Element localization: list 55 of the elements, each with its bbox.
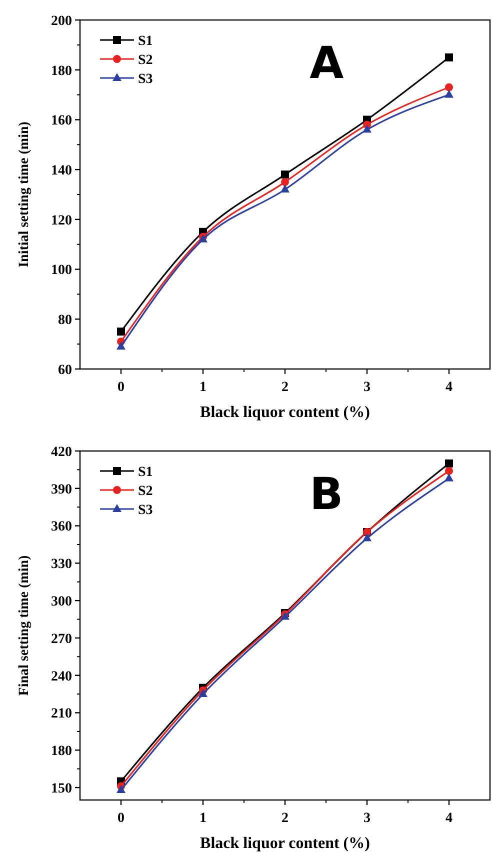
y-tick-label: 180 — [51, 744, 72, 760]
point — [445, 53, 453, 62]
point — [116, 785, 126, 794]
legend-label: S1 — [138, 464, 153, 480]
x-axis-title: Black liquor content (%) — [200, 404, 370, 421]
y-tick-label: 160 — [51, 114, 72, 129]
point — [281, 178, 289, 186]
point — [116, 342, 126, 350]
x-tick-label: 2 — [282, 811, 288, 826]
y-tick-label: 180 — [51, 64, 72, 79]
point — [444, 90, 454, 98]
y-tick-label: 330 — [51, 557, 72, 572]
annotation: A — [310, 38, 344, 89]
y-tick-label: 120 — [51, 213, 72, 228]
x-tick-label: 0 — [118, 380, 124, 395]
point — [117, 328, 125, 336]
y-axis-title: Final setting time (min) — [17, 554, 32, 696]
x-tick-label: 0 — [118, 811, 124, 826]
point — [281, 170, 289, 179]
point — [445, 83, 453, 92]
y-tick-label: 240 — [51, 669, 72, 684]
y-tick-label: 270 — [51, 632, 72, 647]
y-tick-label: 60 — [58, 362, 72, 378]
x-tick-label: 1 — [200, 380, 206, 395]
x-tick-label: 1 — [200, 811, 206, 826]
legend-label: S1 — [138, 34, 153, 49]
annotation: B — [310, 469, 344, 520]
y-tick-label: 420 — [51, 444, 72, 460]
y-tick-label: 80 — [58, 313, 72, 328]
legend-label: S3 — [138, 502, 153, 518]
x-tick-label: 2 — [282, 380, 288, 395]
point — [362, 533, 372, 542]
y-tick-label: 200 — [51, 14, 72, 29]
y-axis-title: Initial setting time (min) — [17, 121, 32, 268]
y-tick-label: 100 — [51, 263, 72, 278]
y-tick-label: 390 — [51, 482, 72, 498]
y-tick-label: 210 — [51, 706, 72, 722]
point — [444, 473, 454, 482]
x-tick-label: 4 — [446, 380, 452, 395]
y-tick-label: 300 — [51, 594, 72, 610]
point — [280, 184, 290, 193]
point — [445, 459, 453, 468]
y-tick-label: 360 — [51, 520, 72, 535]
y-tick-label: 140 — [51, 163, 72, 178]
y-tick-label: 150 — [51, 781, 72, 796]
point — [445, 466, 453, 475]
x-tick-label: 3 — [364, 811, 370, 826]
point — [198, 689, 208, 698]
legend-label: S2 — [138, 52, 153, 68]
legend-label: S3 — [138, 72, 153, 87]
x-tick-label: 4 — [446, 811, 452, 826]
legend-label: S2 — [138, 484, 153, 499]
x-tick-label: 3 — [364, 380, 370, 395]
point — [362, 124, 372, 133]
x-axis-title: Black liquor content (%) — [200, 835, 370, 852]
